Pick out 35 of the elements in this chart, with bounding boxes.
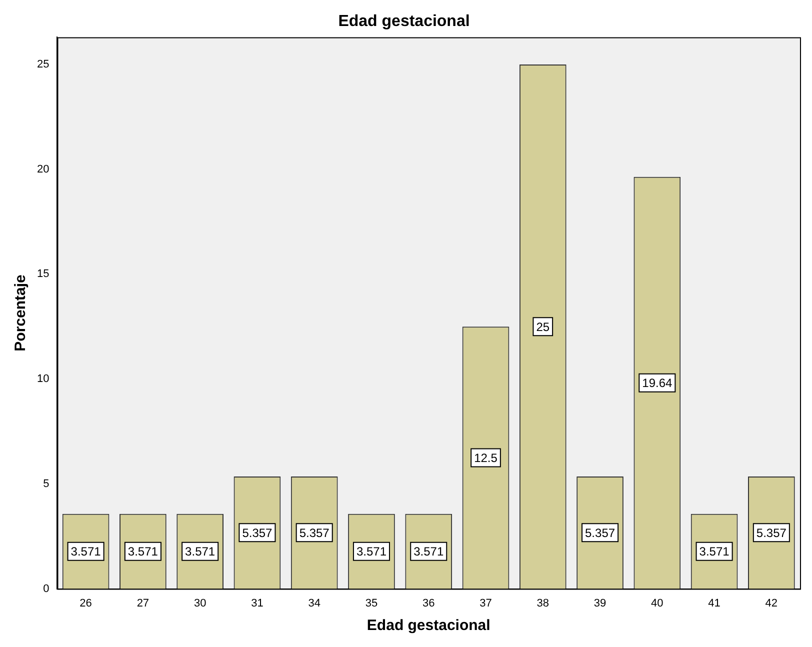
data-label: 5.357 (299, 526, 330, 540)
data-label: 5.357 (585, 526, 616, 540)
data-label: 19.64 (642, 376, 672, 390)
chart-title: Edad gestacional (338, 13, 470, 30)
data-label: 5.357 (756, 526, 787, 540)
x-tick-label: 35 (365, 597, 378, 610)
x-tick-label: 41 (708, 597, 720, 610)
x-axis-title: Edad gestacional (366, 617, 490, 634)
y-tick-label: 0 (43, 582, 50, 595)
data-label: 3.571 (414, 544, 444, 559)
x-tick-label: 34 (308, 597, 320, 610)
x-tick-label: 36 (422, 597, 435, 610)
y-tick-label: 25 (36, 58, 50, 70)
x-tick-label: 31 (251, 597, 264, 610)
x-tick-label: 30 (194, 597, 206, 610)
y-tick-label: 15 (36, 268, 50, 280)
y-tick-label: 5 (43, 478, 50, 490)
data-label: 3.571 (128, 544, 158, 559)
y-tick-label: 10 (36, 373, 50, 386)
x-tick-label: 40 (651, 597, 664, 610)
data-label: 3.571 (70, 544, 102, 559)
y-tick-label: 20 (36, 163, 50, 176)
data-label: 3.571 (356, 544, 387, 559)
data-label: 3.571 (185, 544, 216, 559)
x-tick-label: 39 (594, 597, 606, 610)
x-tick-label: 27 (136, 597, 150, 610)
x-tick-label: 26 (80, 597, 92, 610)
y-axis-title: Porcentaje (12, 274, 30, 352)
data-label: 5.357 (242, 526, 273, 540)
x-tick-label: 37 (480, 597, 492, 610)
x-tick-label: 42 (765, 597, 778, 610)
data-label: 3.571 (699, 544, 730, 559)
data-label: 25 (536, 320, 550, 334)
x-tick-label: 38 (536, 597, 550, 610)
data-label: 12.5 (474, 451, 498, 466)
